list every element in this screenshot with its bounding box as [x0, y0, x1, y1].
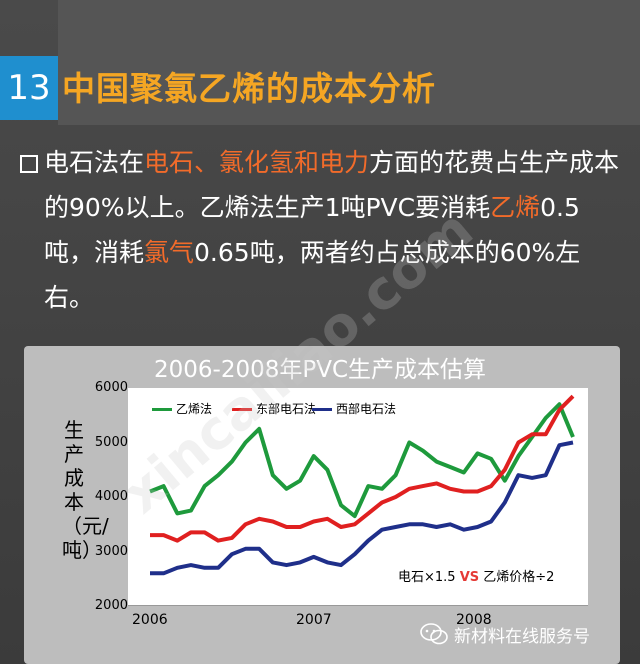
- line-chart-plot: [128, 388, 588, 606]
- legend-swatch: [152, 408, 172, 411]
- legend-label: 西部电石法: [336, 402, 397, 416]
- legend-item: 西部电石法: [312, 400, 396, 417]
- bullet-text-segment: 0.65吨，两者约占总成本的60%左右。: [44, 238, 581, 312]
- legend-swatch: [312, 408, 332, 411]
- y-tick-label: 3000: [94, 543, 128, 559]
- y-tick-label: 2000: [94, 598, 128, 613]
- y-tick-label: 4000: [94, 489, 128, 504]
- legend-label: 乙烯法: [176, 402, 213, 416]
- header-band: [58, 0, 640, 125]
- legend-label: 东部电石法: [256, 402, 317, 416]
- legend-item: 乙烯法: [152, 400, 212, 417]
- legend-item: 东部电石法: [232, 400, 316, 417]
- y-tick-label: 5000: [94, 434, 128, 450]
- highlighted-term: 电石、氯化氢和电力: [144, 148, 370, 177]
- y-tick-label: 6000: [94, 380, 128, 395]
- chart-annotation: 电石×1.5 VS 乙烯价格÷2: [398, 566, 554, 585]
- series-line-0: [149, 402, 575, 519]
- account-name: 新材料在线服务号: [454, 626, 590, 647]
- slide-title: 中国聚氯乙烯的成本分析: [62, 69, 436, 108]
- series-line-1: [150, 394, 575, 543]
- x-tick-label: 2008: [456, 612, 492, 628]
- x-tick-label: 2006: [132, 612, 168, 628]
- wechat-account-watermark: 新材料在线服务号: [420, 612, 636, 656]
- annotation-right: 乙烯价格÷2: [479, 570, 555, 585]
- legend-swatch: [232, 408, 252, 411]
- y-axis-label: 生产成本（元/吨）: [62, 418, 109, 562]
- wechat-icon: [420, 623, 448, 645]
- annotation-left: 电石×1.5: [398, 570, 460, 585]
- chart-title: 2006-2008年PVC生产成本估算: [153, 357, 487, 383]
- bullet-text-segment: 电石法在: [44, 148, 145, 177]
- bullet-paragraph: 电石法在电石、氯化氢和电力方面的花费占生产成本的90%以上。乙烯法生产1吨PVC…: [44, 140, 624, 320]
- bullet-text-segment: 方面的花费占生产成本的90%以上。乙烯法生产1吨PVC要消耗: [44, 148, 620, 222]
- bullet-text-segment: 0.5吨，消耗: [44, 193, 580, 267]
- annotation-vs: VS: [459, 570, 480, 585]
- section-number-badge: 13: [0, 56, 58, 120]
- bullet-square-icon: [20, 155, 38, 173]
- highlighted-term: 乙烯: [490, 193, 541, 222]
- highlighted-term: 氯气: [144, 238, 195, 267]
- series-line-2: [150, 440, 574, 576]
- x-tick-label: 2007: [296, 612, 332, 628]
